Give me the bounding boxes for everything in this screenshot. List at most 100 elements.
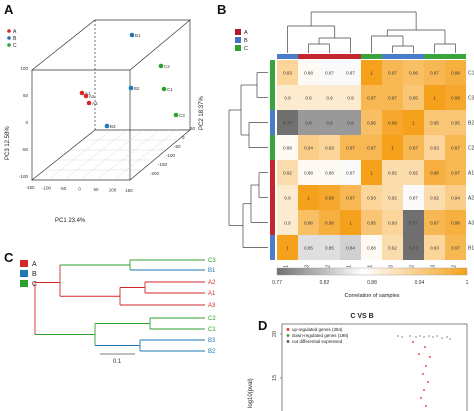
heatmap-cell-value: 1 (370, 171, 373, 176)
heatmap-cell (445, 110, 466, 135)
heatmap-cell (382, 110, 403, 135)
heatmap-cell-value: 0.8 (347, 121, 354, 126)
tree-legend-swatch-a (20, 260, 28, 267)
pca-point-c1 (161, 86, 167, 92)
heatmap-cell (361, 185, 382, 210)
heatmap-cell-value: 0.97 (430, 71, 439, 76)
heatmap-row-group-c (270, 60, 275, 85)
heatmap-row-labels: C1 C3 B2 C2 A1 A2 A3 B1 (468, 71, 474, 252)
pca-z-tick: -200 (150, 171, 160, 176)
volcano-point (418, 353, 420, 355)
heatmap-cell-value: 0.99 (451, 96, 460, 101)
heatmap-cell-value: 0.98 (451, 71, 460, 76)
volcano-y-tick-label: 20 (272, 331, 278, 337)
heatmap-cell-value: 0.95 (430, 121, 439, 126)
volcano-point (397, 335, 399, 337)
heatmap-cell-value: 0.94 (304, 146, 313, 151)
volcano-point (412, 341, 414, 343)
heatmap-cell-value: 0.8 (326, 121, 333, 126)
heatmap-cell (298, 85, 319, 110)
volcano-legend-marker (286, 328, 290, 331)
volcano-legend-label: not differential expressed (292, 339, 343, 344)
heatmap-cell (340, 110, 361, 135)
heatmap-cell-value: 0.92 (388, 171, 397, 176)
volcano-point (441, 337, 443, 339)
heatmap-cell (403, 135, 424, 160)
tree-legend-swatch-b (20, 270, 28, 277)
heatmap-cell (403, 110, 424, 135)
volcano-point (419, 335, 421, 337)
heatmap-cell (403, 85, 424, 110)
volcano-plot-frame (281, 323, 468, 411)
heatmap-row-group-c (270, 85, 275, 110)
heatmap-cell-value: 0.92 (388, 246, 397, 251)
pca-y-tick: -50 (21, 147, 28, 152)
volcano-point (409, 335, 411, 337)
correlation-heatmap: ABC 0.93 0.88 0.87 0.87 1 0.97 0.96 0.97 0.980.9… (228, 11, 474, 299)
heatmap-cell-value: 0.92 (430, 196, 439, 201)
heatmap-cell-value: 0.97 (451, 171, 460, 176)
heatmap-colorbar-ticks: 0.77 0.82 0.88 0.94 1 (272, 280, 468, 286)
heatmap-cell-value: 0.92 (283, 171, 292, 176)
heatmap-column-group-bar (277, 54, 466, 59)
pca-point-label: C3 (179, 113, 185, 118)
pca-point-c2 (158, 63, 164, 69)
volcano-point (422, 373, 424, 375)
heatmap-column-group-b (277, 54, 298, 59)
pca-x-tick: 0 (78, 187, 81, 192)
heatmap-cell (424, 135, 445, 160)
heatmap-row-label: A3 (468, 221, 474, 227)
tree-leaf-label: C2 (208, 316, 216, 322)
heatmap-cell (445, 60, 466, 85)
heatmap-cell (382, 85, 403, 110)
pca-z-tick: 0 (182, 135, 185, 140)
pca-point-b3 (104, 123, 110, 129)
heatmap-cell-value: 0.77 (409, 221, 418, 226)
heatmap-cell (277, 135, 298, 160)
tree-leaf-label: A3 (208, 303, 216, 309)
heatmap-cell-value: 0.9 (284, 221, 291, 226)
heatmap-cell-value: 0.88 (304, 71, 313, 76)
heatmap-cell-value: 0.97 (388, 71, 397, 76)
heatmap-cell-value: 1 (349, 221, 352, 226)
pca-legend-label: C (13, 43, 17, 49)
panel-letter-b: B (217, 2, 227, 17)
heatmap-colorbar-label: Correlation of samples (344, 293, 399, 299)
heatmap-cell (277, 210, 298, 235)
volcano-title: C VS B (350, 313, 373, 320)
heatmap-cell-value: 0.93 (430, 246, 439, 251)
heatmap-colorbar-tick: 0.82 (320, 280, 330, 286)
heatmap-cell-value: 0.92 (388, 196, 397, 201)
heatmap-row-label: A2 (468, 196, 474, 202)
heatmap-legend-swatch-c (235, 45, 241, 51)
heatmap-row-label: C3 (468, 96, 474, 102)
heatmap-legend-label: A (244, 30, 248, 36)
heatmap-cell (382, 135, 403, 160)
heatmap-cell-value: 1 (286, 246, 289, 251)
heatmap-cell-value: 0.99 (325, 196, 334, 201)
heatmap-top-dendrogram (287, 11, 456, 53)
heatmap-cell-value: 0.88 (304, 171, 313, 176)
volcano-legend-label: up-regulated genes (384) (292, 327, 343, 332)
heatmap-cell-value: 1 (391, 146, 394, 151)
heatmap-row-label: A1 (468, 171, 474, 177)
heatmap-cell (424, 60, 445, 85)
heatmap-column-group-a (340, 54, 361, 59)
heatmap-cell (361, 160, 382, 185)
panel-letter-d: D (258, 318, 268, 333)
heatmap-cell (340, 135, 361, 160)
pca-point-label: C1 (167, 87, 173, 92)
heatmap-legend-swatch-b (235, 37, 241, 43)
heatmap-cell-value: 0.85 (304, 246, 313, 251)
tree-leaf-label: B1 (208, 268, 216, 274)
heatmap-cell (277, 85, 298, 110)
heatmap-cell-value: 0.9 (326, 96, 333, 101)
heatmap-cell (319, 85, 340, 110)
heatmap-row-group-b (270, 110, 275, 135)
heatmap-left-dendrogram (228, 72, 268, 248)
volcano-legend: up-regulated genes (384)down-regulated g… (286, 327, 349, 344)
heatmap-cell-value: 0.87 (346, 71, 355, 76)
heatmap-cell-value: 1 (307, 196, 310, 201)
heatmap-cell-value: 0.95 (409, 96, 418, 101)
heatmap-cell-value: 0.98 (451, 221, 460, 226)
